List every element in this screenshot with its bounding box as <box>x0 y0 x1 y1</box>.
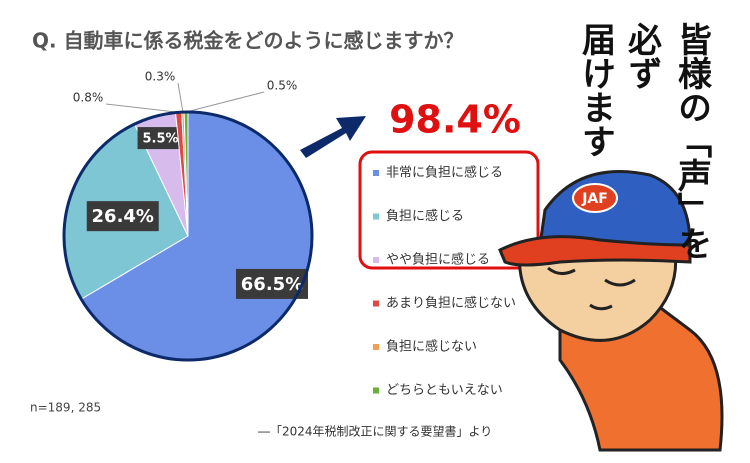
source-note: ―「2024年税制改正に関する要望書」より <box>258 425 492 439</box>
legend-swatch <box>373 300 379 307</box>
legend-swatch <box>373 213 379 220</box>
legend-swatch <box>373 170 379 176</box>
leader-line <box>177 82 184 113</box>
legend-label: 負担に感じる <box>386 208 464 224</box>
message-line: 皆様の「声」を <box>672 22 712 260</box>
legend-swatch <box>373 344 379 350</box>
sample-size: n=189, 285 <box>30 401 101 415</box>
legend-label: どちらともいえない <box>386 383 503 398</box>
value-label: 0.3% <box>145 70 176 84</box>
legend-label: 負担に感じない <box>386 339 477 355</box>
highlight-box <box>358 150 540 270</box>
value-label: 26.4% <box>92 206 154 227</box>
value-label: 5.5% <box>143 132 179 147</box>
arrow <box>300 116 366 158</box>
pie-outline <box>62 110 314 362</box>
value-label: 66.5% <box>241 274 303 295</box>
legend-label: やや負担に感じる <box>386 252 490 268</box>
message-line: 必ず <box>622 22 662 90</box>
legend-label: あまり負担に感じない <box>386 295 516 311</box>
leader-line <box>105 103 179 113</box>
legend-swatch <box>373 257 379 263</box>
total-label: 98.4% <box>389 98 521 142</box>
leader-line <box>185 91 265 113</box>
legend-swatch <box>373 387 379 394</box>
chart-title: Q. 自動車に係る税金をどのように感じますか？ <box>32 29 464 53</box>
character: JAF <box>498 170 724 452</box>
value-label: 0.8% <box>73 91 104 105</box>
message-line: 届けます <box>576 22 616 158</box>
value-label-box <box>86 201 159 232</box>
value-label-box <box>137 127 184 150</box>
value-label: 0.5% <box>267 79 298 93</box>
cap-logo: JAF <box>581 191 608 207</box>
legend-label: 非常に負担に感じる <box>386 165 503 181</box>
